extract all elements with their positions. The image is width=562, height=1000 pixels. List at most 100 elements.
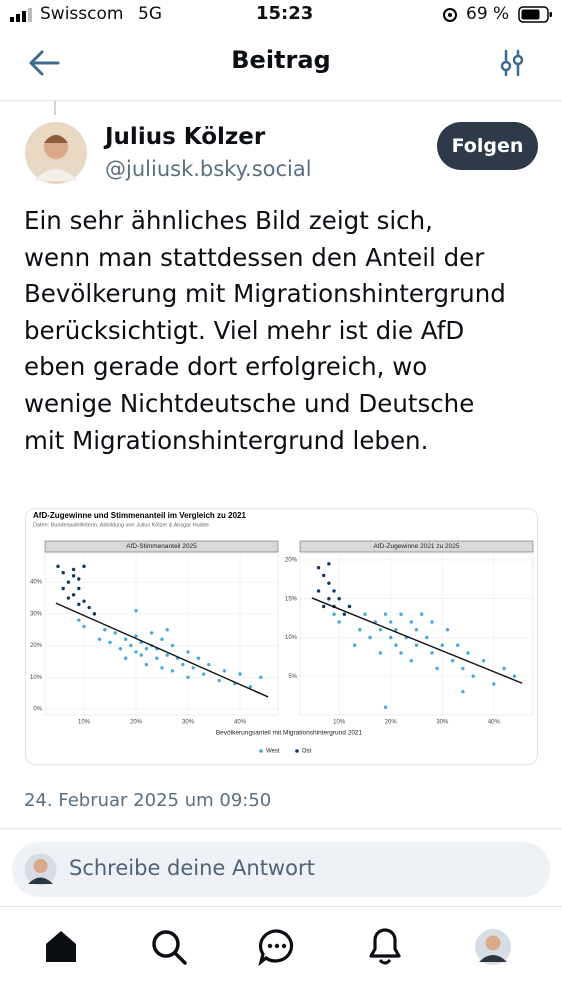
lock-icon <box>443 8 457 22</box>
y-tick-label: 10% <box>30 675 43 681</box>
data-point <box>383 612 388 616</box>
data-point <box>165 653 169 657</box>
data-point <box>123 656 128 660</box>
data-point <box>259 675 263 679</box>
data-point <box>440 643 444 647</box>
reply-avatar <box>24 853 57 886</box>
y-tick-label: 0% <box>33 707 42 713</box>
data-point <box>394 643 398 647</box>
nav-search[interactable] <box>150 928 188 966</box>
data-point <box>186 675 190 679</box>
legend-marker <box>295 749 299 753</box>
data-point <box>71 567 76 572</box>
data-point <box>430 620 434 624</box>
data-point <box>165 628 169 632</box>
data-point <box>322 604 326 609</box>
post-text-line: eben gerade dort erfolgreich, wo <box>24 352 428 382</box>
panel-title: AfD-Zugewinne 2021 zu 2025 <box>373 543 459 550</box>
data-point <box>399 612 403 616</box>
divider <box>0 828 562 829</box>
plot-frame <box>44 552 279 716</box>
back-button[interactable] <box>28 48 62 78</box>
data-point <box>97 637 102 641</box>
x-tick-label: 30% <box>436 720 449 726</box>
post-text-line: wenige Nichtdeutsche und Deutsche <box>24 388 475 418</box>
data-point <box>82 564 86 569</box>
trend-line <box>311 597 523 684</box>
figure-title: AfD-Zugewinne und Stimmenanteil im Vergl… <box>33 511 246 520</box>
nav-divider <box>0 906 562 907</box>
data-point <box>66 596 71 600</box>
data-point <box>332 589 336 593</box>
post-text-line: mit Migrationshintergrund leben. <box>24 425 429 455</box>
nav-notifications[interactable] <box>367 927 403 967</box>
data-point <box>322 573 326 578</box>
x-tick-label: 20% <box>130 720 143 726</box>
data-point <box>368 635 372 640</box>
settings-button[interactable] <box>498 48 528 78</box>
carrier: Swisscom <box>40 4 124 24</box>
data-point <box>316 589 321 593</box>
y-tick-label: 5% <box>288 674 297 680</box>
post-text-line: berücksichtigt. Viel mehr ist die AfD <box>24 315 465 345</box>
data-point <box>512 674 517 678</box>
figure-source: Daten: Bundeswahlleiterin, Abbildung von… <box>33 522 209 528</box>
data-point <box>456 643 460 647</box>
data-point <box>160 666 164 670</box>
data-point <box>92 612 97 616</box>
x-axis-label: Bevölkerungsanteil mit Migrationshinterg… <box>216 730 363 737</box>
data-point <box>170 669 175 673</box>
data-point <box>466 651 470 655</box>
data-point <box>191 666 195 670</box>
data-point <box>358 628 362 632</box>
data-point <box>77 618 81 622</box>
follow-button[interactable]: Folgen <box>437 122 538 170</box>
legend-label: West <box>266 749 280 755</box>
data-point <box>378 628 383 632</box>
data-point <box>502 666 506 671</box>
data-point <box>113 631 117 635</box>
data-point <box>201 672 206 676</box>
panel-strip <box>299 540 534 553</box>
data-point <box>77 602 81 607</box>
data-point <box>71 574 76 578</box>
author-name[interactable]: Julius Kölzer <box>105 124 266 150</box>
post-text: Ein sehr ähnliches Bild zeigt sich, wenn … <box>24 203 506 459</box>
nav-home[interactable] <box>43 928 79 964</box>
y-tick-label: 30% <box>30 611 43 617</box>
data-point <box>471 674 475 678</box>
data-point <box>170 643 175 648</box>
y-tick-label: 20% <box>30 643 43 649</box>
reply-box[interactable] <box>12 842 550 897</box>
nav-chat[interactable] <box>258 928 296 966</box>
data-point <box>430 651 434 655</box>
author-handle[interactable]: @juliusk.bsky.social <box>105 157 312 181</box>
x-tick-label: 40% <box>488 720 501 726</box>
data-point <box>347 604 352 609</box>
reply-placeholder[interactable]: Schreibe deine Antwort <box>69 856 315 880</box>
data-point <box>77 586 81 591</box>
author-avatar[interactable] <box>24 121 88 185</box>
signal-icon <box>10 8 32 22</box>
header-title: Beitrag <box>231 46 331 74</box>
data-point <box>450 659 455 663</box>
nav-profile[interactable] <box>474 928 512 966</box>
chart: AfD-Zugewinne und Stimmenanteil im Vergl… <box>30 511 534 755</box>
x-tick-label: 10% <box>333 720 346 726</box>
data-point <box>352 643 357 647</box>
data-point <box>77 577 81 581</box>
data-point <box>425 635 429 640</box>
y-tick-label: 40% <box>30 580 43 586</box>
data-point <box>399 651 403 655</box>
data-point <box>134 608 138 613</box>
data-point <box>414 628 419 632</box>
data-point <box>248 685 253 689</box>
data-point <box>435 666 439 671</box>
y-tick-label: 15% <box>285 596 298 602</box>
y-tick-label: 10% <box>285 635 298 641</box>
data-point <box>103 628 107 632</box>
data-point <box>71 593 76 597</box>
data-point <box>394 628 398 632</box>
data-point <box>155 656 159 660</box>
